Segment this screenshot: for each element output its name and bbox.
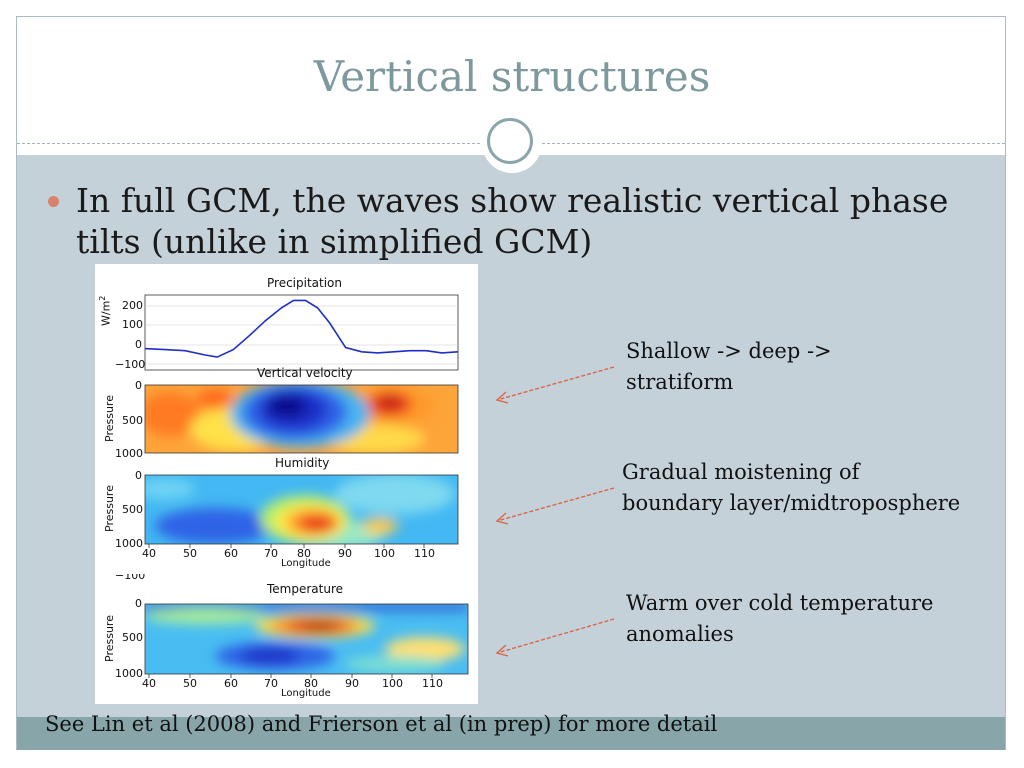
footer-bar	[17, 717, 1005, 750]
vv-ytick-0: 0	[135, 379, 142, 392]
annotation-moistening: Gradual moistening of boundary layer/mid…	[622, 457, 960, 519]
footer-citation: See Lin et al (2008) and Frierson et al …	[45, 712, 718, 736]
humidity-xtick-60: 60	[224, 547, 238, 560]
vv-ylabel: Pressure	[103, 395, 116, 442]
precip-ytick-0: 0	[135, 338, 142, 351]
vv-ytick-1000: 1000	[115, 447, 143, 460]
temperature-xtick-70: 70	[264, 677, 278, 690]
temperature-xtick-80: 80	[304, 677, 318, 690]
clipped-tick-label: −100	[115, 574, 146, 581]
humidity-ytick-500: 500	[122, 503, 143, 516]
humidity-contours	[145, 475, 455, 544]
temperature-xtick-100: 100	[382, 677, 403, 690]
vv-axes	[144, 384, 459, 454]
temperature-ytick-500: 500	[122, 631, 143, 644]
precip-ylabel: W/m2	[98, 296, 113, 326]
temperature-xtick-40: 40	[142, 677, 156, 690]
humidity-xtick-110: 110	[414, 547, 435, 560]
temperature-xtick-60: 60	[224, 677, 238, 690]
bullet-icon	[48, 196, 59, 207]
annotation-warm-cold: Warm over cold temperature anomalies	[626, 588, 933, 650]
figure-panel: Precipitation W/m2 200 100 0 −100 Vertic…	[95, 264, 478, 704]
vv-ytick-500: 500	[122, 414, 143, 427]
humidity-axes	[144, 474, 459, 545]
temperature-xtick-110: 110	[422, 677, 443, 690]
annotation-shallow-deep: Shallow -> deep -> stratiform	[626, 336, 832, 398]
temperature-contours	[145, 604, 468, 672]
bullet-text: In full GCM, the waves show realistic ve…	[76, 181, 949, 261]
annotation-2-line2: boundary layer/midtroposphere	[622, 491, 961, 515]
temperature-xtick-50: 50	[183, 677, 197, 690]
precip-series-line	[144, 299, 459, 358]
humidity-xtick-40: 40	[142, 547, 156, 560]
precip-title: Precipitation	[267, 276, 343, 290]
temperature-title: Temperature	[267, 582, 344, 596]
vv-title: Vertical velocity	[257, 366, 353, 380]
humidity-xlabel: Longitude	[281, 558, 331, 569]
divider-ring-icon	[487, 118, 533, 164]
temperature-ylabel: Pressure	[103, 615, 116, 662]
humidity-xtick-90: 90	[338, 547, 352, 560]
precip-axes	[144, 294, 459, 371]
temperature-ytick-1000: 1000	[115, 667, 143, 680]
precip-gridlines	[145, 305, 458, 365]
humidity-xtick-50: 50	[183, 547, 197, 560]
humidity-title: Humidity	[275, 456, 330, 470]
figure-graphics	[144, 294, 469, 678]
precip-ylabel-text: W/m	[99, 300, 113, 326]
annotation-2-line1: Gradual moistening of	[622, 460, 860, 484]
vv-contours	[145, 385, 435, 453]
humidity-ytick-1000: 1000	[115, 537, 143, 550]
temperature-xtick-90: 90	[345, 677, 359, 690]
temperature-ytick-0: 0	[135, 597, 142, 610]
precip-ytick-200: 200	[122, 299, 143, 312]
temperature-axes	[144, 603, 469, 675]
precip-ylabel-sup: 2	[98, 295, 107, 301]
annotation-1-line1: Shallow -> deep ->	[626, 339, 832, 363]
humidity-xtick-100: 100	[374, 547, 395, 560]
axis-ticks	[148, 544, 433, 678]
humidity-xtick-80: 80	[297, 547, 311, 560]
precip-ytick-neg100: −100	[115, 358, 146, 371]
humidity-xtick-70: 70	[264, 547, 278, 560]
temperature-xlabel: Longitude	[281, 688, 331, 699]
annotation-3-line2: anomalies	[626, 622, 734, 646]
precip-ytick-100: 100	[122, 318, 143, 331]
humidity-ylabel: Pressure	[103, 485, 116, 532]
annotation-3-line1: Warm over cold temperature	[626, 591, 934, 615]
slide-title: Vertical structures	[313, 52, 711, 101]
annotation-1-line2: stratiform	[626, 370, 734, 394]
humidity-ytick-0: 0	[135, 469, 142, 482]
